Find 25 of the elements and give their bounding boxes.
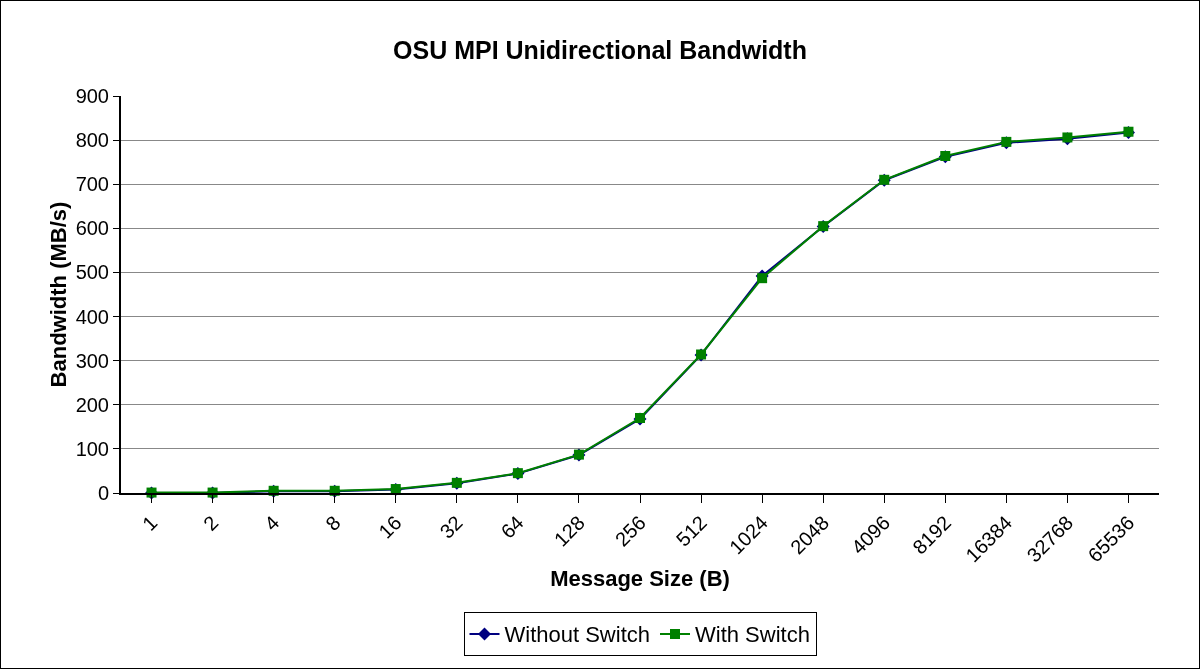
y-tick-label: 700	[75, 173, 109, 196]
x-tick-label: 512	[671, 511, 711, 551]
y-tick-label: 0	[97, 482, 109, 504]
chart-title: OSU MPI Unidirectional Bandwidth	[393, 35, 807, 64]
x-tick-label: 64	[496, 511, 528, 543]
y-tick-label: 100	[75, 437, 109, 460]
x-tick-label: 1	[138, 511, 162, 535]
x-axis-title: Message Size (B)	[550, 565, 730, 591]
x-tick-label: 32	[435, 511, 467, 543]
x-tick-label: 2	[199, 511, 223, 535]
y-tick-label: 600	[75, 217, 109, 240]
y-axis-title: Bandwidth (MB/s)	[46, 201, 71, 388]
x-tick-label: 128	[549, 511, 589, 551]
x-tick-label: 16	[374, 511, 406, 543]
x-tick-label: 8	[321, 511, 345, 535]
y-tick-label: 500	[75, 261, 109, 284]
legend-label: Without Switch	[504, 622, 650, 648]
y-tick-label: 800	[75, 129, 109, 152]
x-tick-label: 4	[260, 511, 284, 535]
y-tick-label: 300	[75, 349, 109, 372]
y-tick-label: 900	[75, 85, 109, 107]
y-tick-label: 200	[75, 393, 109, 416]
legend-label: With Switch	[695, 622, 810, 648]
x-tick-label: 256	[610, 511, 650, 551]
y-tick-label: 400	[75, 305, 109, 328]
